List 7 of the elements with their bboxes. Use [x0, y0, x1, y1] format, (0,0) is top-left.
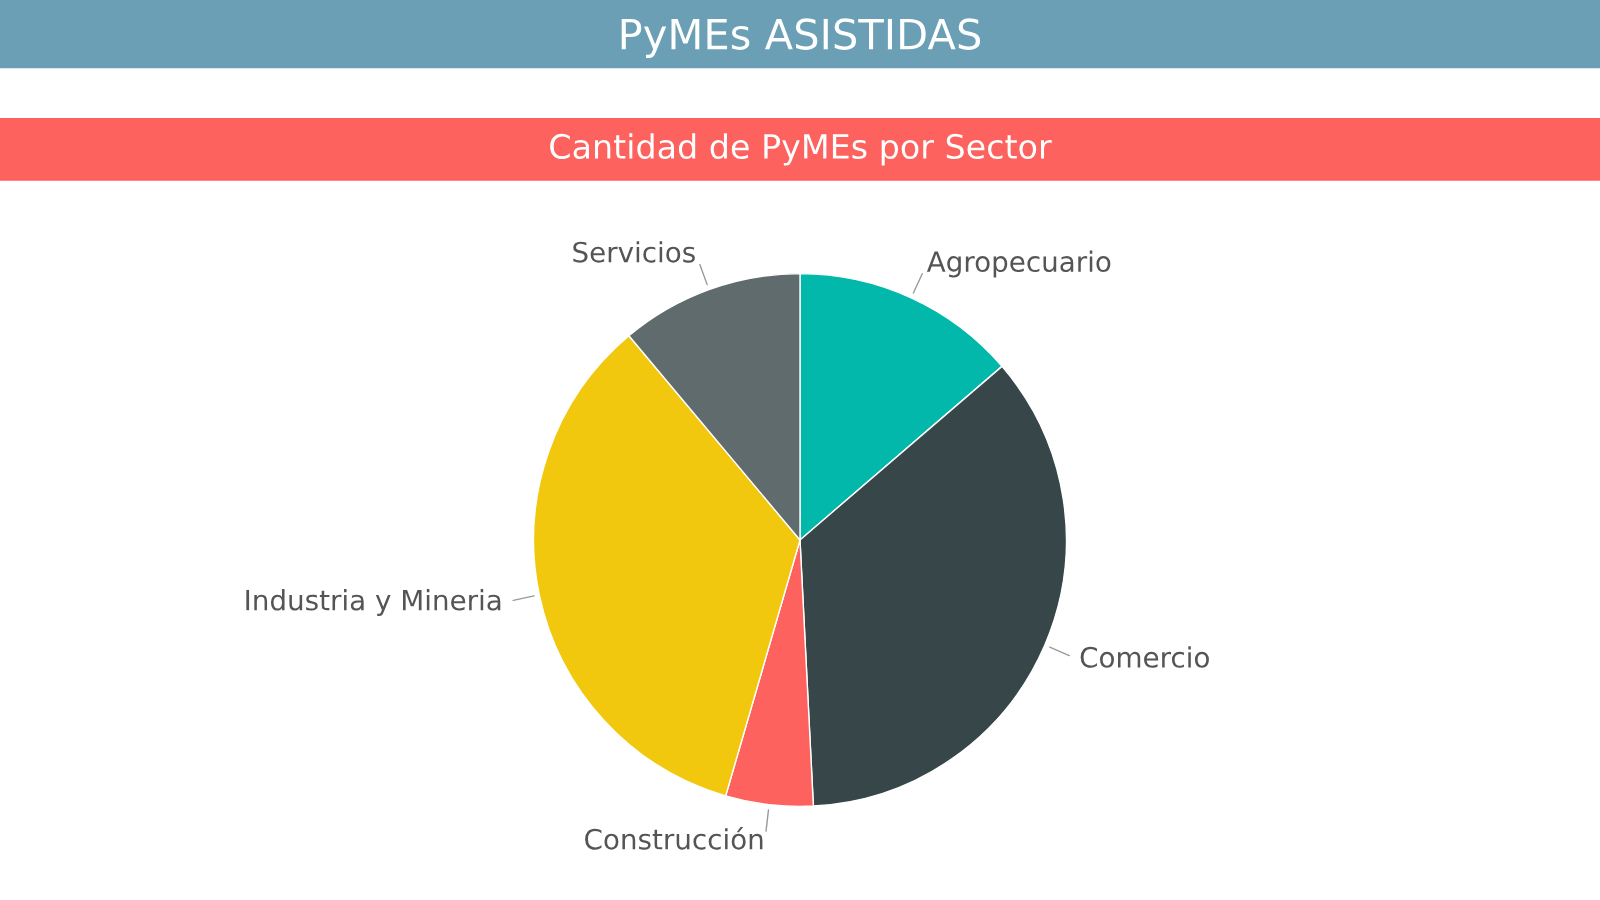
slice-label: Agropecuario	[926, 250, 1111, 278]
slice-label: Industria y Mineria	[246, 589, 501, 616]
slice-label: Servicios	[573, 241, 695, 263]
chart-title: PyMEs ASISTIDAS	[621, 18, 981, 58]
chart-subtitle: Cantidad de PyMEs por Sector	[550, 133, 1052, 166]
slice-label: Construcción	[585, 827, 763, 850]
slice-label: Comercio	[1080, 646, 1209, 668]
